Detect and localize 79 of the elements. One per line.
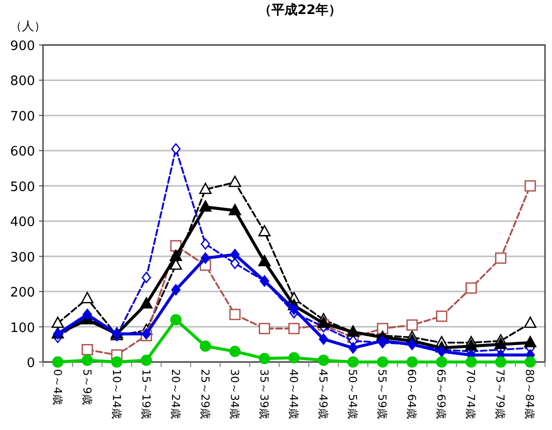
point	[288, 322, 300, 334]
point	[199, 182, 212, 194]
x-tick-label: 60～64歳	[405, 369, 418, 419]
point	[406, 319, 418, 331]
x-tick-label: 40～44歳	[287, 369, 300, 419]
point	[347, 356, 359, 368]
point	[199, 200, 212, 212]
point	[142, 272, 152, 284]
point	[140, 297, 153, 309]
point	[289, 304, 299, 315]
point	[495, 252, 506, 264]
point	[406, 356, 418, 368]
point	[52, 316, 64, 328]
point	[200, 252, 210, 264]
point	[318, 333, 328, 345]
x-tick-label: 65～69歳	[434, 369, 448, 419]
y-tick-label: 800	[10, 74, 35, 90]
x-tick-label: 30～34歳	[228, 369, 241, 419]
point	[524, 316, 536, 328]
point	[111, 356, 122, 368]
point	[230, 258, 240, 270]
point	[318, 354, 330, 366]
point	[258, 225, 271, 236]
y-tick-label: 200	[10, 286, 35, 301]
point	[229, 346, 241, 358]
point	[171, 284, 181, 296]
point	[376, 356, 388, 368]
point	[466, 282, 477, 294]
point	[524, 180, 536, 192]
y-tick-label: 100	[10, 320, 35, 336]
point	[524, 356, 536, 368]
y-tick-label: 600	[10, 144, 35, 160]
x-tick-label: 50～54歳	[346, 369, 360, 419]
x-tick-label: 45～49歳	[316, 369, 330, 419]
point	[524, 336, 536, 348]
chart-title: （平成22年）	[258, 3, 342, 18]
x-tick-label: 20～24歳	[168, 369, 182, 419]
point	[170, 250, 182, 261]
point	[495, 356, 506, 368]
point	[436, 356, 448, 368]
x-tick-label: 35～39歳	[257, 369, 270, 419]
point	[81, 292, 94, 304]
point	[82, 354, 93, 366]
y-tick-label: 300	[10, 250, 35, 266]
point	[348, 342, 358, 354]
y-tick-label: 0	[26, 356, 35, 371]
y-tick-label: 400	[10, 215, 35, 230]
y-axis-title: （人）	[10, 19, 46, 33]
x-tick-label: 5～9歳	[80, 369, 94, 405]
x-tick-label: 70～74歳	[464, 369, 478, 419]
x-tick-label: 15～19歳	[139, 369, 152, 419]
point	[228, 176, 242, 188]
point	[288, 352, 300, 364]
point	[200, 238, 210, 250]
point	[494, 338, 507, 350]
y-tick-label: 500	[10, 180, 35, 195]
x-tick-label: 0～4歳	[50, 369, 64, 405]
x-tick-label: 55～59歳	[376, 369, 389, 419]
x-tick-label: 10～14歳	[110, 369, 123, 419]
x-tick-label: 25～29歳	[198, 369, 212, 419]
point	[52, 356, 64, 368]
point	[258, 352, 270, 364]
point	[82, 344, 93, 356]
x-tick-label: 75～79歳	[494, 369, 507, 419]
point	[170, 314, 182, 326]
point	[229, 308, 241, 320]
point	[171, 143, 181, 155]
point	[258, 254, 271, 266]
point	[258, 322, 270, 334]
point	[466, 356, 477, 368]
point	[230, 248, 240, 260]
point	[228, 204, 242, 216]
point	[200, 340, 212, 352]
x-tick-label: 80～84歳	[523, 369, 536, 419]
y-tick-label: 900	[10, 39, 35, 54]
y-tick-label: 700	[10, 109, 35, 124]
point	[140, 354, 152, 366]
point	[317, 316, 330, 328]
point	[436, 310, 448, 322]
